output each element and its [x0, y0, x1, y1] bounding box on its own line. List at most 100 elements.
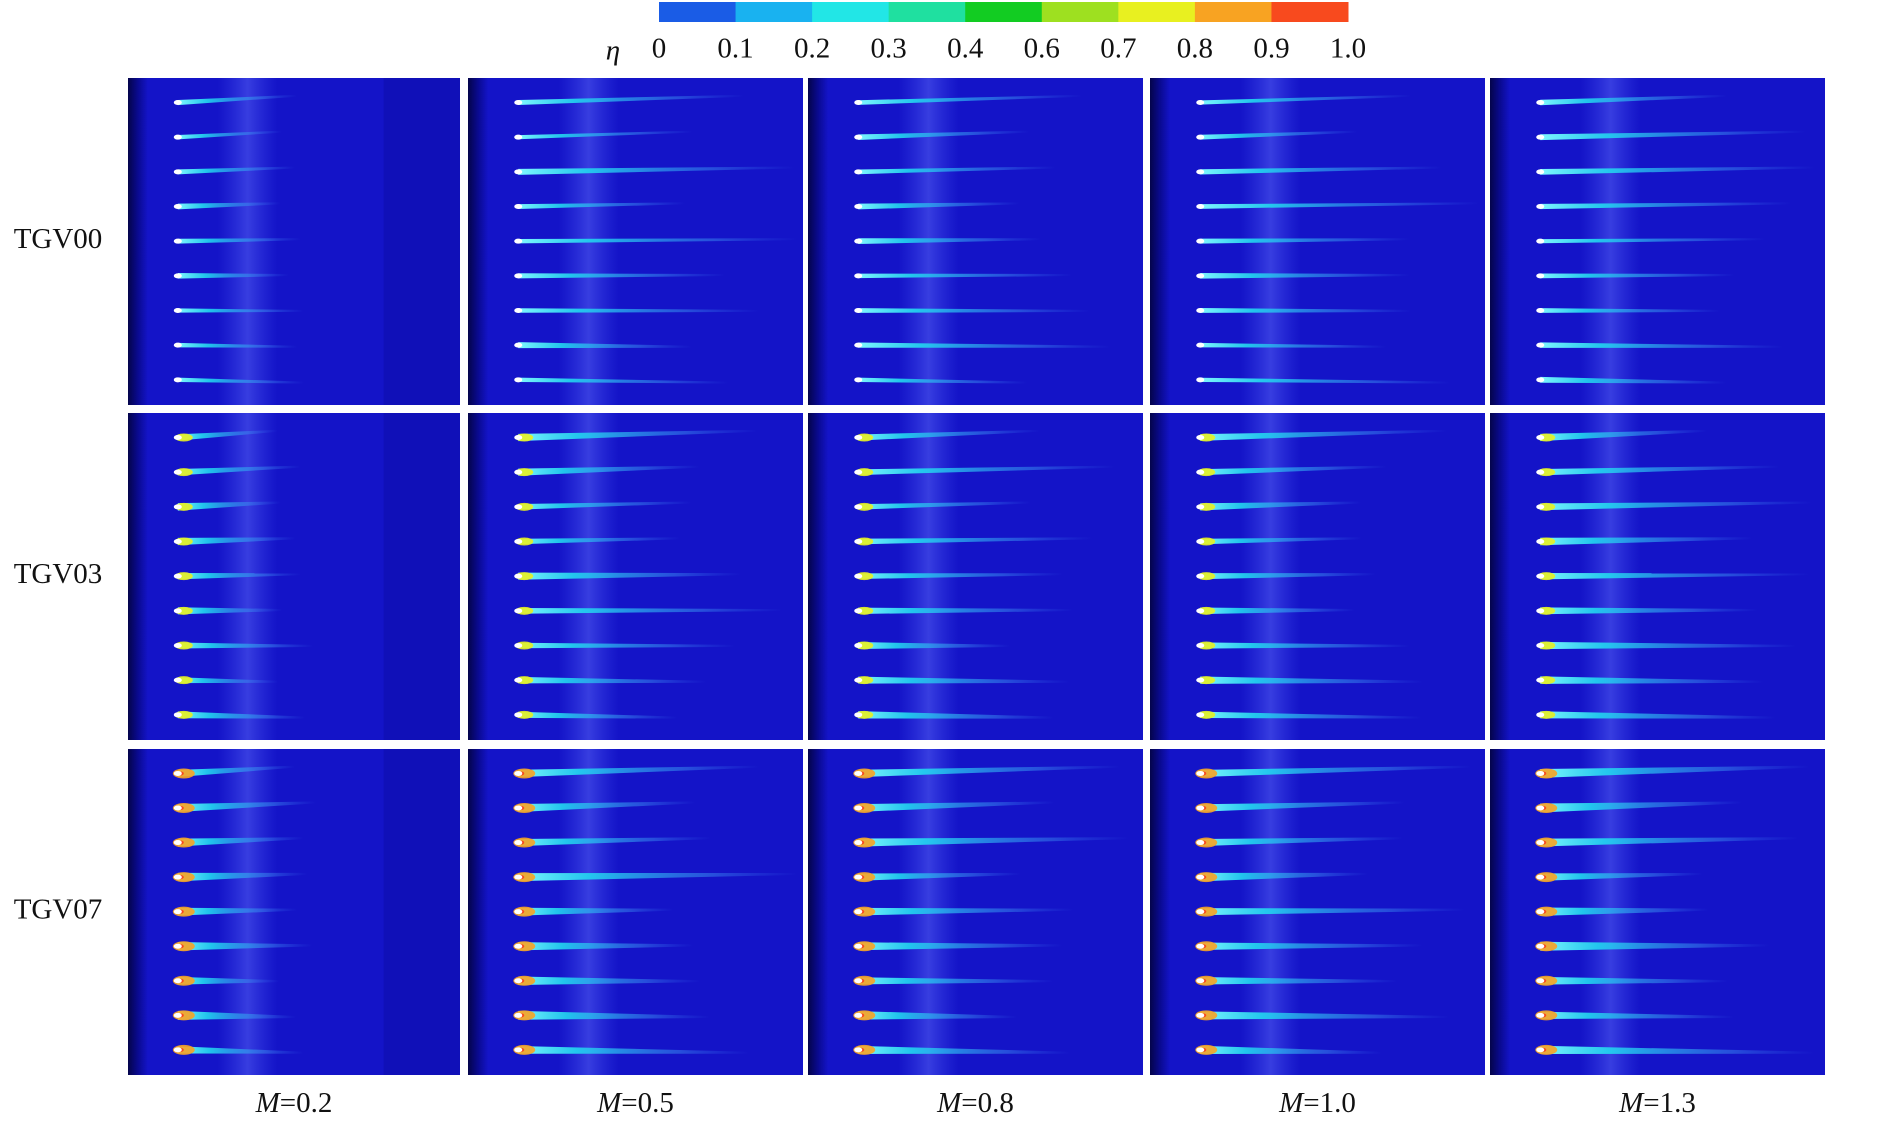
contour-panel	[128, 749, 460, 1075]
coolant-streak	[177, 429, 278, 441]
coolant-streak	[177, 711, 306, 719]
jet-hole	[1536, 273, 1545, 279]
coolant-streak	[177, 907, 298, 916]
column-symbol: M	[1618, 1087, 1645, 1119]
coolant-streak	[177, 942, 313, 951]
coolant-streak	[518, 501, 692, 510]
coolant-streak	[1540, 676, 1765, 684]
jet-hole	[1536, 642, 1545, 648]
coolant-streak	[518, 907, 674, 916]
coolant-streak	[858, 501, 1032, 510]
jet-hole	[854, 1047, 863, 1053]
coolant-streak	[518, 1010, 710, 1020]
coolant-streak	[858, 130, 1030, 140]
row-label: TGV07	[14, 894, 103, 926]
contour-panel	[808, 413, 1143, 740]
coolant-streak	[1540, 1011, 1735, 1020]
coolant-streak	[1540, 308, 1720, 313]
jet-hole	[514, 435, 523, 441]
panel-shade	[383, 749, 460, 1075]
jet-hole	[173, 273, 182, 279]
contour-panel	[468, 78, 803, 405]
jet-hole	[854, 1012, 863, 1018]
coolant-streak	[1200, 942, 1423, 951]
coolant-streak	[1540, 941, 1770, 951]
coolant-streak	[1540, 94, 1728, 106]
jet-hole	[514, 805, 523, 811]
colorbar-segment	[1271, 2, 1349, 22]
colorbar-segment	[1118, 2, 1196, 22]
jet-hole	[1196, 539, 1205, 545]
jet-hole	[1536, 943, 1545, 949]
column-value: =0.5	[621, 1087, 674, 1119]
coolant-streak	[1200, 607, 1355, 615]
jet-hole	[173, 1047, 182, 1053]
coolant-streak	[177, 1046, 304, 1054]
coolant-streak	[177, 801, 317, 813]
contour-panel	[128, 78, 460, 405]
jet-hole	[173, 134, 182, 140]
coolant-streak	[177, 537, 296, 546]
coolant-streak	[177, 607, 283, 615]
coolant-streak	[1540, 273, 1735, 279]
coolant-streak	[1540, 501, 1813, 511]
jet-hole	[1196, 677, 1205, 683]
colorbar-segment	[812, 2, 890, 22]
coolant-streak	[1200, 238, 1410, 244]
jet-hole	[854, 677, 863, 683]
contour-panel	[1150, 78, 1485, 405]
jet-hole	[173, 342, 182, 348]
jet-hole	[514, 342, 523, 348]
coolant-streak	[858, 801, 1056, 812]
coolant-streak	[1540, 166, 1816, 175]
colorbar-tick-label: 0.9	[1253, 33, 1289, 65]
coolant-streak	[1200, 94, 1412, 105]
coolant-streak	[518, 942, 694, 951]
jet-hole	[854, 469, 863, 475]
colorbar-segment	[965, 2, 1043, 22]
panel-edge	[128, 413, 148, 740]
jet-hole	[1536, 608, 1545, 614]
coolant-streak	[177, 202, 281, 210]
jet-hole	[854, 978, 863, 984]
coolant-streak	[177, 130, 283, 140]
jet-hole	[1196, 1012, 1205, 1018]
coolant-streak	[177, 837, 304, 847]
jet-hole	[854, 134, 863, 140]
coolant-streak	[518, 166, 795, 175]
jet-hole	[854, 805, 863, 811]
contour-panel	[1490, 749, 1825, 1075]
jet-hole	[173, 770, 182, 776]
jet-hole	[1536, 978, 1545, 984]
jet-hole	[854, 642, 863, 648]
jet-hole	[173, 204, 182, 210]
jet-hole	[1536, 909, 1545, 915]
coolant-streak	[177, 765, 295, 778]
panel-edge	[468, 413, 489, 740]
coolant-streak	[858, 676, 1070, 684]
coolant-streak	[858, 942, 1063, 951]
coolant-streak	[518, 676, 707, 684]
coolant-streak	[1540, 202, 1792, 210]
jet-hole	[1536, 840, 1545, 846]
jet-hole	[514, 238, 523, 244]
contour-panel	[468, 413, 803, 740]
coolant-streak	[1540, 376, 1727, 384]
colorbar-tick-label: 0.4	[947, 33, 984, 65]
jet-hole	[173, 307, 182, 313]
panel-edge	[1150, 413, 1171, 740]
jet-hole	[854, 204, 863, 210]
coolant-streak	[1540, 872, 1703, 881]
column-value: =0.2	[280, 1087, 333, 1119]
coolant-streak	[858, 765, 1121, 778]
column-label: M=1.0	[1278, 1087, 1356, 1119]
jet-hole	[1196, 909, 1205, 915]
coolant-streak	[518, 238, 798, 244]
jet-hole	[1536, 874, 1545, 880]
coolant-streak	[177, 377, 305, 384]
jet-hole	[1196, 642, 1205, 648]
coolant-streak	[1200, 908, 1466, 916]
jet-hole	[173, 840, 182, 846]
coolant-streak	[858, 202, 1020, 210]
coolant-streak	[1200, 1045, 1382, 1055]
